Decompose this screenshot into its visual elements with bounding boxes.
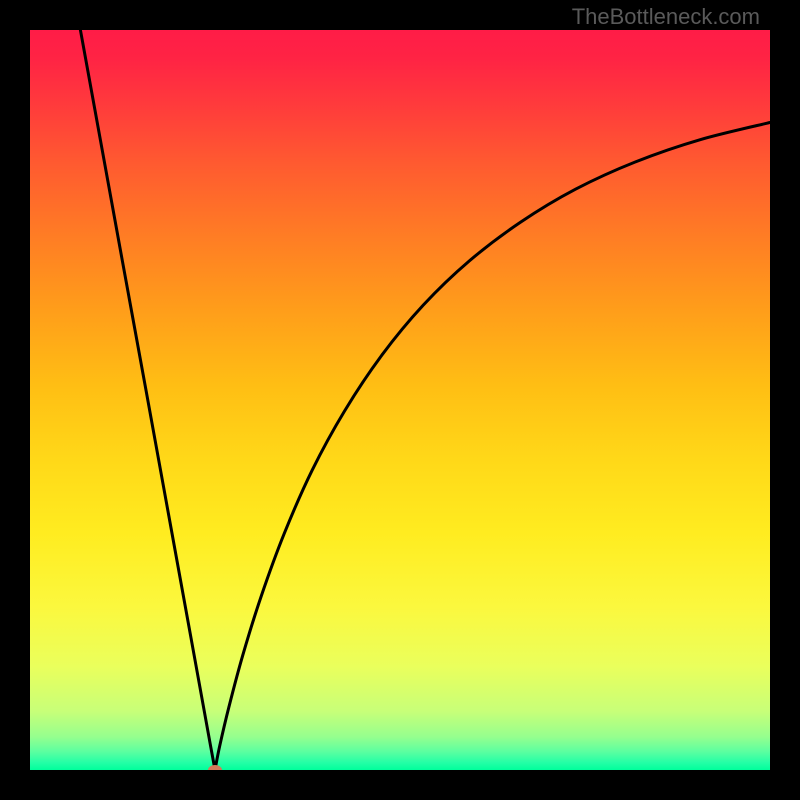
bottleneck-chart bbox=[0, 0, 800, 800]
chart-svg bbox=[0, 0, 800, 800]
attribution-text: TheBottleneck.com bbox=[572, 4, 760, 30]
